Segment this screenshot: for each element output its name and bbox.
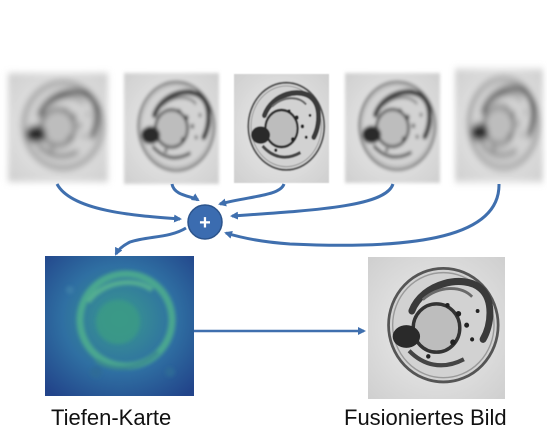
operator-symbol: + [199,212,211,234]
fused-image-caption: Fusioniertes Bild [344,405,507,430]
focus-slice-5 [455,69,543,182]
input-arrows [55,183,501,256]
fused-image [368,257,505,399]
arrow-slice-4 [230,183,395,220]
fusion-operator: + [187,204,223,240]
arrow-slice-2 [170,183,200,202]
arrow-slice-5 [224,183,501,247]
depth-map-caption: Tiefen-Karte [51,405,172,430]
depth-map-image [45,256,194,396]
focus-slice-3 [234,74,329,183]
focus-slice-2 [124,73,219,184]
arrow-slice-3 [218,183,286,207]
arrow-slice-1 [55,183,182,223]
focus-slice-1 [8,73,108,182]
focus-slice-4 [345,73,440,183]
arrow-to-depth-map [114,226,187,256]
